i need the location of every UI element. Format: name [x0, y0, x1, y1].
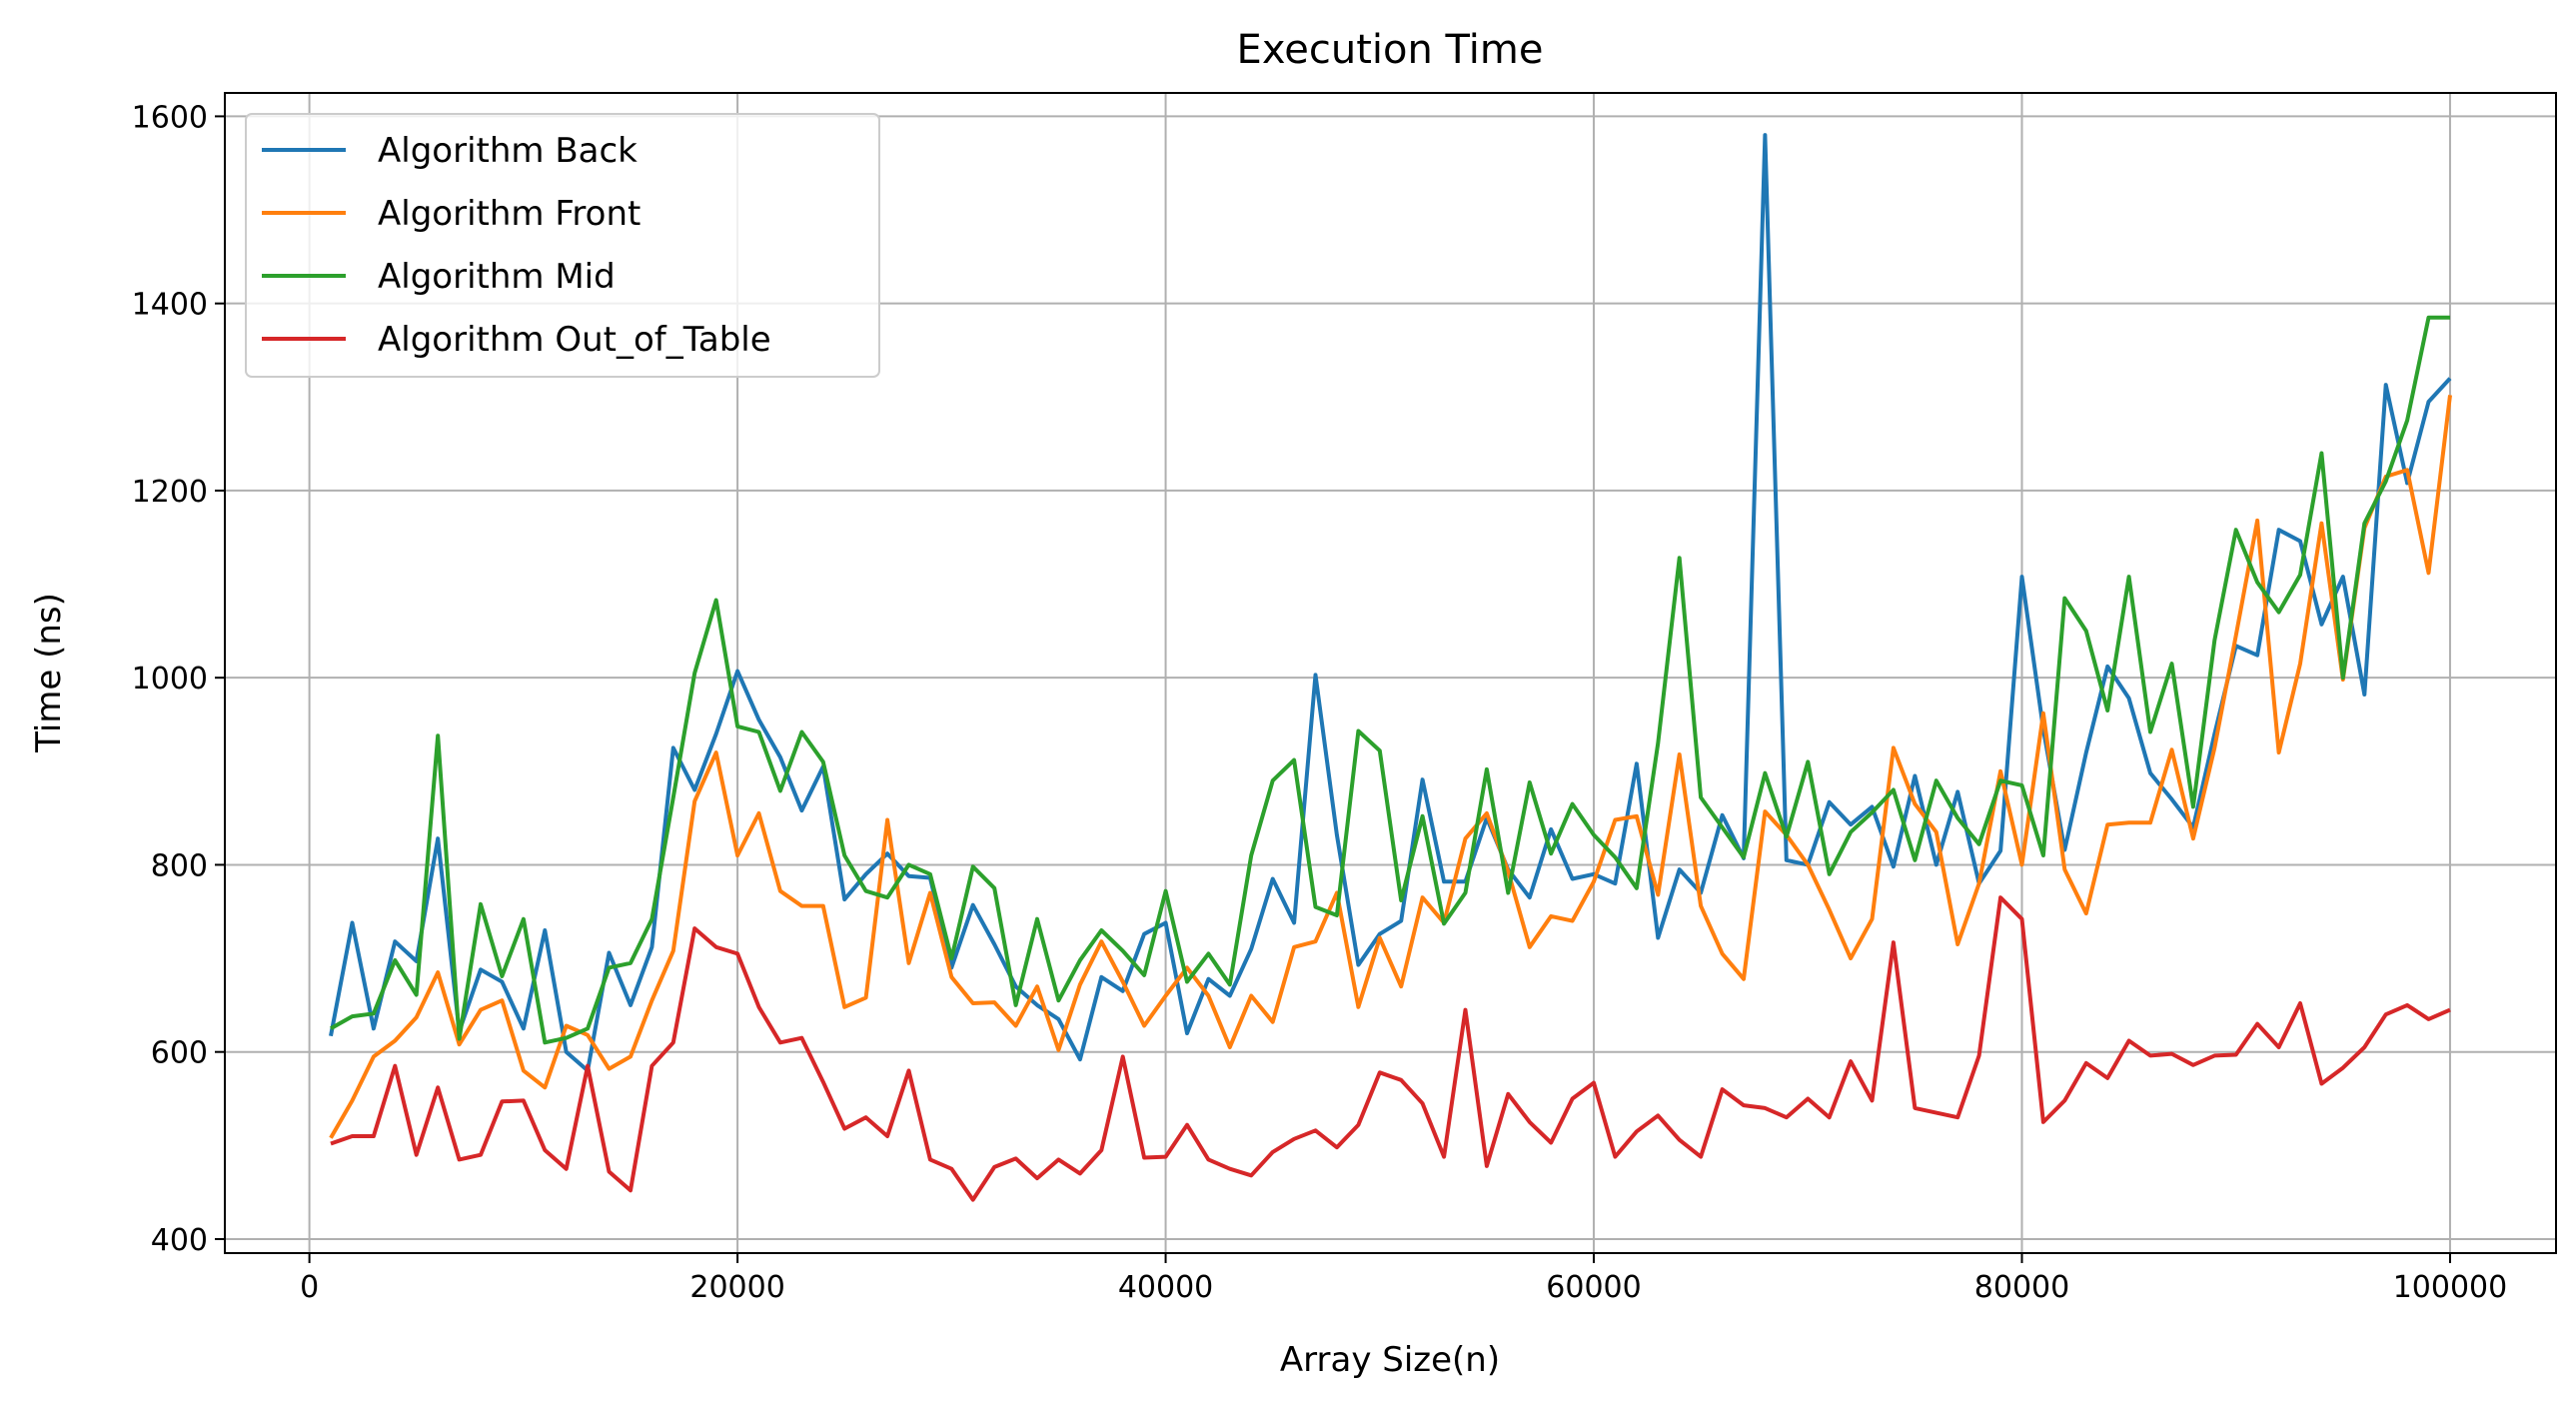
y-tick-label: 1000	[132, 662, 208, 697]
x-tick-label: 20000	[689, 1270, 784, 1305]
series-line-4	[330, 895, 2451, 1202]
y-tick-label: 400	[151, 1223, 208, 1258]
y-axis-label: Time (ns)	[29, 593, 69, 753]
series-layer	[329, 133, 2452, 1202]
series-line-1	[329, 133, 2452, 1073]
y-tick-label: 600	[151, 1036, 208, 1071]
x-tick-label: 80000	[1974, 1270, 2069, 1305]
legend-box	[245, 113, 880, 378]
x-axis-label: Array Size(n)	[1280, 1340, 1500, 1380]
legend: Algorithm Back Algorithm Front Algorithm M…	[245, 113, 880, 378]
series-line-3	[330, 315, 2450, 1045]
legend-label: Algorithm Front	[378, 194, 641, 234]
x-tick-label: 40000	[1118, 1270, 1213, 1305]
legend-label: Algorithm Out_of_Table	[378, 320, 771, 360]
plot-frame	[224, 92, 2557, 1254]
chart-title: Execution Time	[1237, 27, 1544, 73]
x-tick-label: 100000	[2393, 1270, 2508, 1305]
x-tick-label: 60000	[1546, 1270, 1641, 1305]
y-tick-label: 1200	[132, 475, 208, 510]
tick-layer: 0 20000 40000 60000 80000 100000 400 600 800 1000…	[132, 100, 2508, 1305]
y-tick-label: 800	[151, 848, 208, 883]
y-tick-label: 1400	[132, 288, 208, 323]
x-tick-label: 0	[300, 1270, 319, 1305]
legend-label: Algorithm Mid	[378, 257, 616, 297]
y-tick-label: 1600	[132, 100, 208, 135]
legend-label: Algorithm Back	[378, 131, 638, 171]
series-line-2	[329, 395, 2452, 1139]
